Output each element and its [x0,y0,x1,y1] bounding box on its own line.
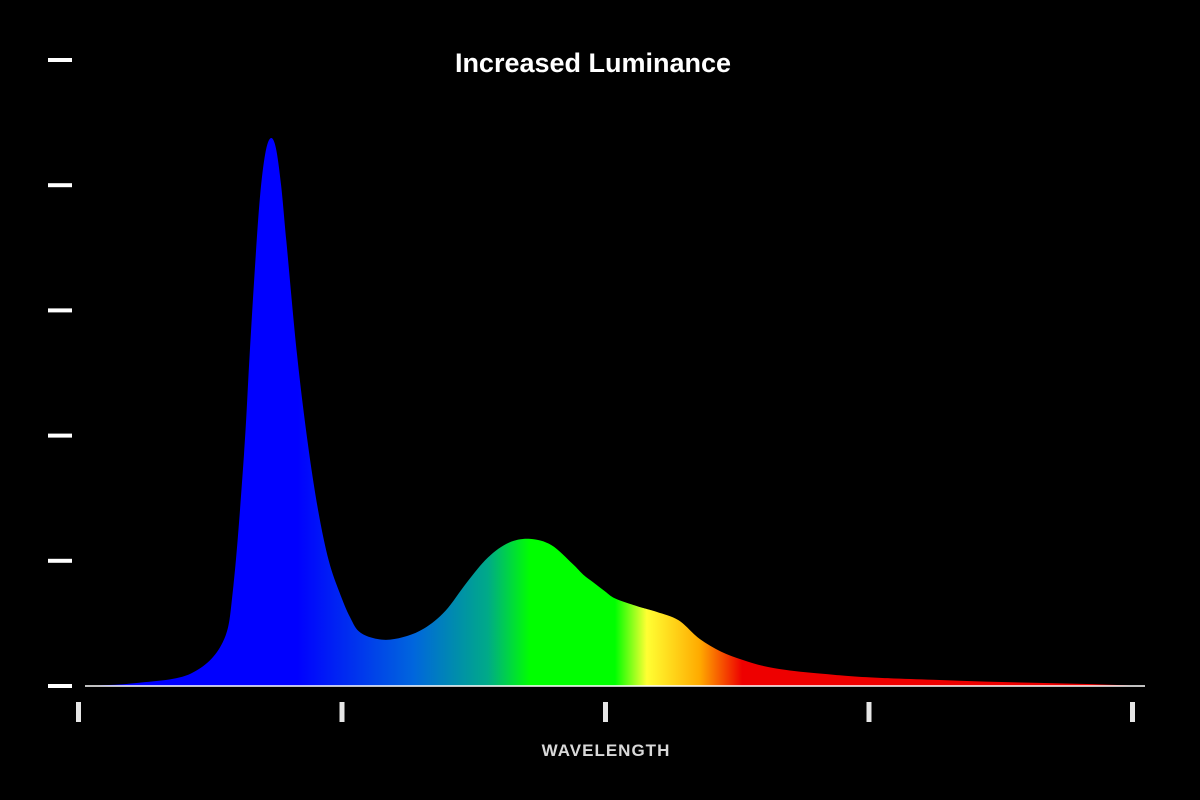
x-tick [339,702,345,722]
x-tick [866,702,872,722]
spectrum-area [85,138,1145,687]
x-axis-ticks [76,702,1135,722]
x-tick [1130,702,1135,722]
y-tick [48,308,72,313]
y-tick [48,558,72,563]
x-axis-label: WAVELENGTH [542,741,671,760]
y-tick [48,58,72,62]
y-tick [48,433,72,438]
y-axis-ticks [48,58,72,688]
x-tick [76,702,81,722]
y-tick [48,183,72,188]
chart-title: Increased Luminance [455,48,731,78]
y-tick [48,684,72,688]
x-tick [603,702,608,722]
